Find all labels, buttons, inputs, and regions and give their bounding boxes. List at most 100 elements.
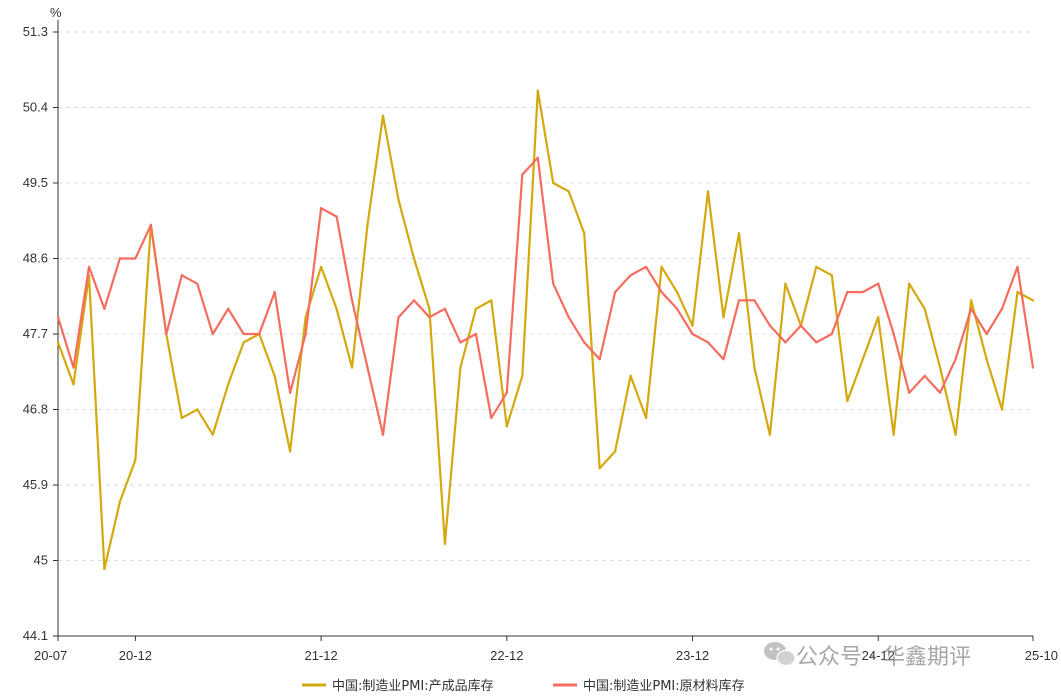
data-point bbox=[180, 274, 184, 277]
watermark: 公众号 · 华鑫期评 bbox=[764, 642, 971, 670]
data-point bbox=[969, 299, 973, 302]
wechat-icon bbox=[764, 642, 796, 667]
data-point bbox=[118, 500, 122, 503]
data-point bbox=[923, 307, 926, 311]
data-point bbox=[304, 332, 307, 336]
data-point bbox=[815, 265, 818, 269]
data-point bbox=[165, 332, 168, 336]
data-point bbox=[459, 341, 462, 344]
y-tick-label: 47.7 bbox=[23, 326, 48, 341]
x-tick-label: 24-12 bbox=[862, 648, 895, 663]
data-point bbox=[737, 232, 741, 235]
data-point bbox=[907, 282, 911, 285]
series-lines bbox=[56, 89, 1035, 571]
data-point bbox=[985, 332, 988, 336]
y-tick-label: 46.8 bbox=[23, 402, 48, 417]
y-tick-label: 48.6 bbox=[23, 251, 48, 266]
data-point bbox=[211, 332, 214, 336]
data-point bbox=[706, 190, 710, 193]
data-point bbox=[103, 307, 106, 311]
data-point bbox=[861, 357, 864, 361]
data-point bbox=[582, 232, 586, 235]
data-point bbox=[273, 290, 276, 294]
data-point bbox=[103, 567, 106, 571]
data-point bbox=[753, 299, 756, 302]
data-point bbox=[397, 316, 400, 319]
data-point bbox=[412, 257, 416, 260]
y-tick-label: 49.5 bbox=[23, 175, 48, 190]
data-point bbox=[459, 366, 462, 369]
data-point bbox=[180, 416, 184, 420]
data-point bbox=[72, 383, 75, 386]
data-point bbox=[552, 282, 555, 285]
data-point bbox=[923, 374, 926, 378]
data-point bbox=[768, 324, 772, 327]
data-point bbox=[954, 357, 957, 361]
legend-item-2[interactable]: 中国:制造业PMI:原材料库存 bbox=[553, 678, 745, 694]
data-point bbox=[737, 299, 741, 302]
data-point bbox=[768, 433, 772, 436]
data-point bbox=[149, 223, 153, 227]
data-point bbox=[521, 173, 524, 176]
data-point bbox=[521, 374, 524, 378]
data-point bbox=[846, 290, 849, 294]
data-point bbox=[288, 391, 292, 394]
data-point bbox=[335, 215, 338, 218]
data-point bbox=[877, 282, 880, 285]
data-point bbox=[877, 316, 880, 319]
y-tick-label: 44.1 bbox=[23, 628, 48, 643]
data-point bbox=[892, 332, 895, 336]
data-point bbox=[1016, 290, 1019, 294]
data-point bbox=[644, 265, 648, 269]
y-tick-label: 50.4 bbox=[23, 100, 48, 115]
data-point bbox=[567, 190, 570, 193]
legend-label: 中国:制造业PMI:原材料库存 bbox=[583, 678, 745, 694]
data-point bbox=[706, 341, 710, 344]
y-tick-labels: 44.1 45 45.9 46.8 47.7 48.6 49.5 50.4 51.3 bbox=[23, 24, 58, 643]
data-point bbox=[227, 383, 230, 386]
data-point bbox=[474, 332, 478, 336]
data-point bbox=[536, 156, 539, 160]
data-point bbox=[118, 257, 122, 260]
series-line-2 bbox=[56, 156, 1035, 436]
data-point bbox=[335, 307, 338, 311]
x-tick-label: 20-12 bbox=[119, 648, 152, 663]
data-point bbox=[892, 433, 895, 436]
data-point bbox=[319, 265, 323, 269]
data-point bbox=[196, 282, 199, 285]
data-point bbox=[861, 290, 864, 294]
x-tick-label: 20-07 bbox=[34, 648, 67, 663]
legend-item-1[interactable]: 中国:制造业PMI:产成品库存 bbox=[302, 678, 494, 694]
data-point bbox=[381, 114, 385, 118]
x-tick-labels: 20-07 20-12 21-12 22-12 23-12 24-12 25-10 bbox=[34, 636, 1058, 663]
data-point bbox=[938, 366, 942, 369]
data-point bbox=[505, 391, 509, 394]
x-tick-label: 21-12 bbox=[304, 648, 337, 663]
data-point bbox=[242, 332, 245, 336]
data-point bbox=[753, 366, 756, 369]
data-point bbox=[784, 341, 787, 344]
data-point bbox=[938, 391, 942, 394]
data-point bbox=[319, 206, 323, 210]
data-point bbox=[505, 425, 509, 428]
data-point bbox=[846, 399, 849, 403]
data-point bbox=[211, 433, 214, 436]
data-point bbox=[954, 433, 957, 436]
data-point bbox=[907, 391, 911, 394]
data-point bbox=[969, 307, 973, 311]
data-point bbox=[443, 542, 447, 545]
data-point bbox=[350, 366, 354, 369]
data-point bbox=[675, 307, 679, 311]
legend-label: 中国:制造业PMI:产成品库存 bbox=[332, 678, 494, 694]
data-point bbox=[304, 316, 307, 319]
data-point bbox=[830, 332, 834, 336]
data-point bbox=[134, 458, 137, 462]
data-point bbox=[1031, 366, 1035, 369]
data-point bbox=[196, 408, 199, 411]
data-point bbox=[552, 181, 555, 185]
data-point bbox=[691, 324, 694, 327]
data-point bbox=[1031, 299, 1035, 302]
data-point bbox=[56, 341, 60, 344]
data-point bbox=[428, 316, 431, 319]
